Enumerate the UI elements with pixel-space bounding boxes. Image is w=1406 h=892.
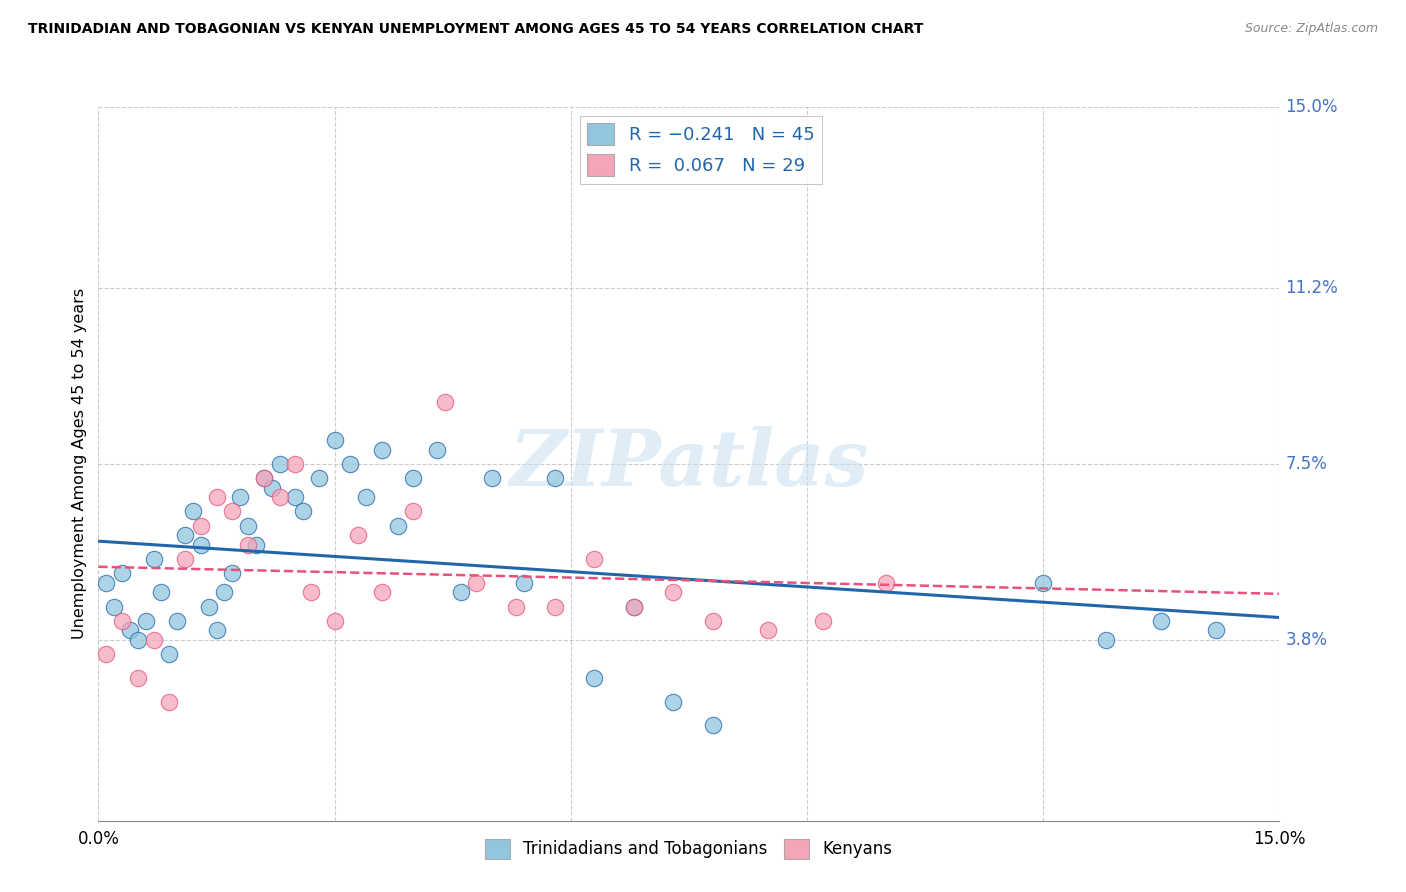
Point [465, 575, 488, 590]
Text: TRINIDADIAN AND TOBAGONIAN VS KENYAN UNEMPLOYMENT AMONG AGES 45 TO 54 YEARS CORR: TRINIDADIAN AND TOBAGONIAN VS KENYAN UNE… [28, 22, 924, 37]
Point [284, 490, 307, 504]
Point [103, 599, 125, 614]
Point [127, 671, 149, 685]
Point [174, 552, 197, 566]
Point [127, 632, 149, 647]
Point [284, 457, 307, 471]
Point [96, 647, 118, 661]
Point [623, 599, 645, 614]
Point [181, 504, 204, 518]
Text: 11.2%: 11.2% [1285, 279, 1339, 297]
Point [142, 632, 165, 647]
Point [157, 647, 180, 661]
Point [1032, 575, 1054, 590]
Point [756, 624, 779, 638]
Point [347, 528, 370, 542]
Point [402, 471, 425, 485]
Point [1150, 614, 1173, 628]
Point [583, 671, 606, 685]
Point [811, 614, 834, 628]
Point [450, 585, 472, 599]
Point [512, 575, 534, 590]
Point [205, 490, 228, 504]
Point [269, 490, 291, 504]
Point [505, 599, 527, 614]
Point [229, 490, 252, 504]
Point [662, 695, 685, 709]
Point [433, 395, 456, 409]
Point [236, 518, 259, 533]
Legend: Trinidadians and Tobagonians, Kenyans: Trinidadians and Tobagonians, Kenyans [478, 832, 900, 866]
Text: ZIPatlas: ZIPatlas [509, 425, 869, 502]
Point [481, 471, 503, 485]
Point [308, 471, 330, 485]
Point [174, 528, 197, 542]
Point [299, 585, 322, 599]
Point [197, 599, 219, 614]
Text: Source: ZipAtlas.com: Source: ZipAtlas.com [1244, 22, 1378, 36]
Point [157, 695, 180, 709]
Point [387, 518, 409, 533]
Point [221, 566, 243, 581]
Point [426, 442, 449, 457]
Point [111, 614, 134, 628]
Point [339, 457, 361, 471]
Point [354, 490, 377, 504]
Point [544, 599, 567, 614]
Point [323, 614, 346, 628]
Point [150, 585, 173, 599]
Point [190, 538, 212, 552]
Point [245, 538, 267, 552]
Point [253, 471, 276, 485]
Point [142, 552, 165, 566]
Point [1205, 624, 1227, 638]
Text: 7.5%: 7.5% [1285, 455, 1327, 473]
Point [269, 457, 291, 471]
Point [323, 433, 346, 447]
Point [371, 585, 394, 599]
Point [221, 504, 243, 518]
Point [875, 575, 897, 590]
Point [544, 471, 567, 485]
Text: 15.0%: 15.0% [1285, 98, 1339, 116]
Point [214, 585, 236, 599]
Point [702, 718, 724, 732]
Point [190, 518, 212, 533]
Point [702, 614, 724, 628]
Point [662, 585, 685, 599]
Point [135, 614, 157, 628]
Point [371, 442, 394, 457]
Point [402, 504, 425, 518]
Point [96, 575, 118, 590]
Point [118, 624, 141, 638]
Point [236, 538, 259, 552]
Point [260, 481, 283, 495]
Point [623, 599, 645, 614]
Point [166, 614, 188, 628]
Y-axis label: Unemployment Among Ages 45 to 54 years: Unemployment Among Ages 45 to 54 years [72, 288, 87, 640]
Text: 3.8%: 3.8% [1285, 631, 1327, 648]
Point [292, 504, 315, 518]
Point [205, 624, 228, 638]
Point [111, 566, 134, 581]
Point [1095, 632, 1118, 647]
Point [253, 471, 276, 485]
Point [583, 552, 606, 566]
